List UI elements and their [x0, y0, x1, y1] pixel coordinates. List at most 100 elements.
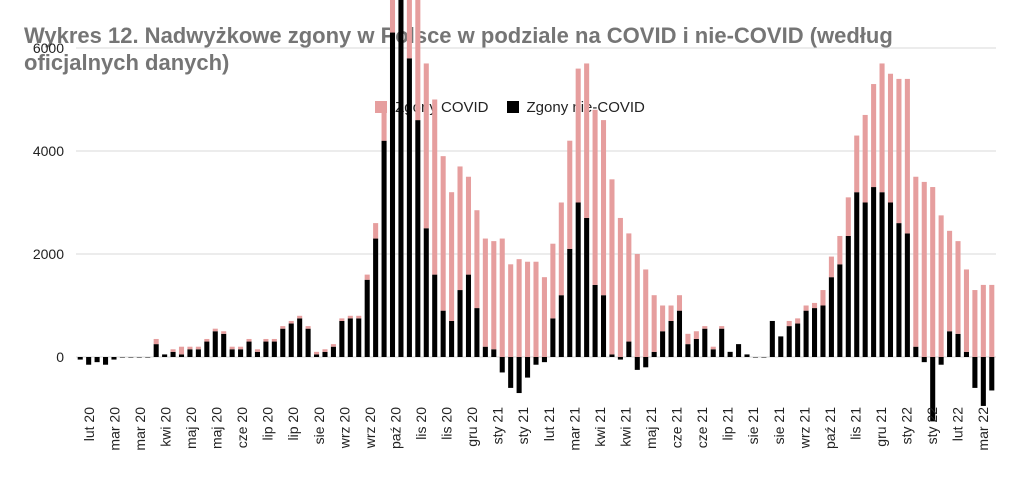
bar-noncovid — [727, 351, 733, 357]
bar-covid — [499, 238, 505, 357]
bar-covid — [491, 241, 497, 350]
bar-noncovid — [465, 274, 472, 357]
bar-covid — [508, 264, 514, 357]
bar-noncovid — [128, 357, 134, 358]
bar-noncovid — [761, 357, 767, 358]
bar-noncovid — [246, 341, 252, 357]
bar-noncovid — [887, 202, 894, 357]
bar-covid — [963, 269, 969, 352]
bar-noncovid — [769, 320, 775, 357]
bar-covid — [305, 326, 311, 329]
bar-covid — [178, 346, 185, 355]
bar-noncovid — [103, 357, 109, 365]
bar-covid — [271, 338, 277, 342]
bar-noncovid — [254, 351, 260, 357]
bar-noncovid — [812, 308, 818, 357]
bar-noncovid — [541, 357, 547, 363]
bar-noncovid — [719, 328, 725, 357]
bar-covid — [845, 197, 851, 236]
bar-noncovid — [947, 331, 953, 357]
bar-noncovid — [432, 274, 438, 357]
bar-noncovid — [575, 202, 581, 357]
bar-noncovid — [415, 120, 421, 357]
bar-noncovid — [145, 357, 151, 358]
bar-covid — [609, 179, 615, 355]
bar-noncovid — [752, 357, 758, 358]
bar-covid — [938, 215, 944, 357]
bar-covid — [719, 326, 725, 329]
bar-noncovid — [567, 248, 573, 357]
x-tick-label: lis 20 — [413, 407, 429, 440]
bar-noncovid — [280, 328, 286, 357]
bar-covid — [879, 63, 885, 193]
x-tick-label: wrz 21 — [796, 407, 812, 449]
bar-noncovid — [989, 357, 995, 391]
bar-noncovid — [525, 357, 531, 378]
x-tick-label: kwi 20 — [157, 407, 173, 447]
bar-noncovid — [676, 310, 683, 357]
bar-noncovid — [440, 310, 446, 357]
bar-covid — [634, 254, 640, 357]
x-tick-label: lis 21 — [847, 407, 863, 440]
x-tick-label: lut 21 — [541, 407, 557, 441]
bar-covid — [356, 315, 362, 319]
bar-noncovid — [398, 0, 404, 357]
bar-covid — [516, 259, 522, 357]
x-tick-label: mar 22 — [975, 407, 991, 451]
bar-covid — [153, 338, 159, 345]
bar-covid — [913, 176, 919, 347]
bar-covid — [584, 63, 590, 218]
bar-covid — [685, 333, 691, 345]
bar-noncovid — [263, 341, 269, 357]
bar-noncovid — [803, 310, 809, 357]
bar-covid — [389, 0, 396, 33]
bar-noncovid — [330, 346, 336, 357]
bar-covid — [415, 0, 421, 121]
bar-covid — [854, 135, 860, 193]
bar-covid — [710, 346, 716, 350]
bar-covid — [904, 78, 910, 234]
bar-covid — [862, 114, 868, 203]
y-tick-label: 0 — [56, 349, 64, 365]
bar-covid — [575, 68, 581, 203]
x-tick-label: cze 21 — [669, 407, 685, 448]
bar-covid — [423, 63, 429, 229]
bar-noncovid — [406, 58, 412, 358]
x-tick-label: mar 20 — [132, 407, 148, 451]
x-tick-label: kwi 21 — [617, 407, 633, 447]
bar-covid — [955, 241, 961, 334]
bar-covid — [803, 305, 809, 311]
bar-noncovid — [373, 238, 379, 357]
x-tick-label: wrz 20 — [336, 407, 352, 449]
bar-covid — [651, 295, 657, 352]
bar-noncovid — [457, 290, 463, 357]
bar-covid — [432, 99, 438, 275]
x-tick-label: lut 20 — [81, 407, 97, 441]
x-tick-label: kwi 21 — [592, 407, 608, 447]
bar-covid — [980, 284, 986, 357]
bar-covid — [600, 120, 607, 296]
bar-covid — [246, 338, 252, 342]
bar-covid — [871, 84, 877, 188]
x-tick-label: sty 21 — [490, 407, 506, 445]
bar-noncovid — [702, 328, 708, 357]
x-tick-label: gru 21 — [873, 407, 889, 447]
bar-covid — [676, 295, 683, 311]
bar-noncovid — [162, 354, 168, 357]
bar-noncovid — [980, 357, 986, 406]
bar-noncovid — [297, 318, 303, 357]
bar-covid — [541, 277, 547, 357]
bar-noncovid — [170, 351, 176, 357]
x-tick-label: maj 21 — [643, 407, 659, 449]
bar-covid — [921, 181, 927, 357]
x-tick-label: wrz 20 — [362, 407, 378, 449]
bar-noncovid — [938, 357, 944, 365]
bar-covid — [533, 261, 539, 357]
bar-covid — [314, 351, 320, 355]
bar-covid — [280, 326, 286, 329]
bar-noncovid — [685, 344, 691, 357]
bar-covid — [187, 346, 193, 350]
bar-noncovid — [837, 264, 843, 357]
bar-covid — [204, 338, 210, 342]
bar-covid — [896, 78, 902, 224]
